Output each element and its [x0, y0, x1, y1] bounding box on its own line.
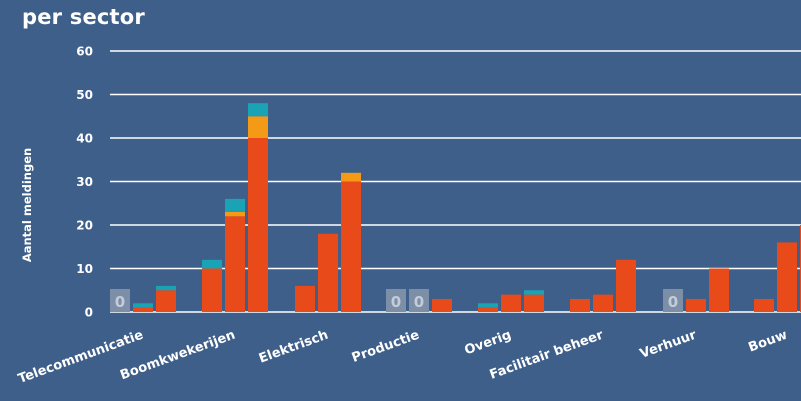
zero-value-box [386, 289, 406, 312]
y-tick-label: 60 [76, 45, 93, 59]
bar-segment-red [754, 298, 774, 312]
bar-segment-red [501, 294, 521, 312]
bar-segment-red [570, 298, 590, 312]
y-axis-label: Aantal meldingen [20, 148, 34, 262]
y-tick-label: 20 [76, 219, 93, 233]
bar-segment-red [202, 268, 222, 312]
bar-segment-teal [524, 290, 544, 295]
zero-value-box [409, 289, 429, 312]
bar-segment-red [478, 307, 498, 312]
y-tick-label: 0 [85, 306, 93, 320]
bar-segment-red [593, 294, 613, 312]
zero-value-label: 0 [391, 293, 401, 311]
bar-segment-orange [225, 211, 245, 217]
bar-segment-red [709, 268, 729, 312]
bar-segment-teal [248, 103, 268, 117]
bar-segment-teal [225, 198, 245, 212]
zero-value-label: 0 [414, 293, 424, 311]
bar-segment-red [341, 181, 361, 312]
zero-value-box [663, 289, 683, 312]
bar-segment-teal [133, 303, 153, 308]
bar-segment-red [248, 138, 268, 312]
chart-title: per sector [22, 5, 145, 29]
zero-value-label: 0 [115, 293, 125, 311]
x-tick-label: Overig [463, 328, 514, 359]
bar-segment-red [616, 259, 636, 312]
bar-segment-red [156, 290, 176, 312]
y-tick-label: 50 [76, 88, 93, 102]
bar-segment-teal [478, 303, 498, 308]
bar-segment-teal [202, 259, 222, 269]
x-tick-label: Productie [350, 328, 422, 366]
bar-segment-red [686, 298, 706, 312]
x-tick-label: Elektrisch [257, 328, 330, 367]
bar-segment-teal [156, 285, 176, 291]
zero-value-box [110, 289, 130, 312]
bar-segment-red [432, 298, 452, 312]
zero-value-label: 0 [668, 293, 678, 311]
bar-segment-red [777, 242, 797, 312]
bar-segment-red [225, 216, 245, 312]
bar-segment-orange [341, 172, 361, 182]
bar-segment-orange [248, 116, 268, 138]
y-tick-label: 30 [76, 175, 93, 189]
x-tick-label: Bouw [747, 328, 790, 356]
x-tick-label: Verhuur [638, 327, 699, 361]
bar-segment-red [318, 233, 338, 312]
y-tick-label: 10 [76, 262, 93, 276]
bar-segment-red [524, 294, 544, 312]
bar-segment-red [133, 307, 153, 312]
y-tick-label: 40 [76, 132, 93, 146]
bar-segment-red [295, 285, 315, 312]
